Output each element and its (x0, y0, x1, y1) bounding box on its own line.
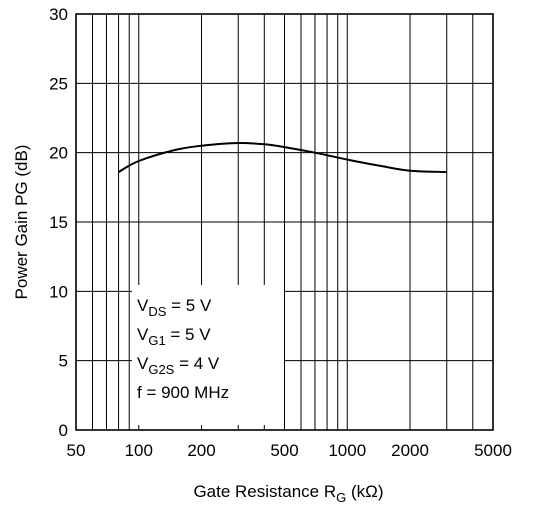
grid (75, 13, 494, 431)
x-axis-label: Gate Resistance RG (kΩ) (193, 482, 383, 505)
condition-rest: = 5 V (166, 325, 212, 344)
x-axis-label-sub: G (336, 490, 346, 505)
y-tick-label: 25 (49, 74, 68, 93)
y-tick-label: 0 (59, 421, 68, 440)
x-tick-label: 500 (270, 441, 298, 460)
condition-line: VDS = 5 V (137, 296, 212, 319)
condition-rest: = 5 V (166, 296, 212, 315)
y-tick-label: 10 (49, 282, 68, 301)
condition-rest: = 4 V (174, 354, 220, 373)
condition-main: V (137, 354, 149, 373)
condition-line: VG1 = 5 V (137, 325, 211, 348)
condition-sub: G2S (148, 362, 174, 377)
x-tick-label: 200 (187, 441, 215, 460)
x-tick-label: 1000 (328, 441, 366, 460)
condition-main: V (137, 296, 149, 315)
x-axis-label-main: Gate Resistance R (193, 482, 336, 501)
y-axis-label: Power Gain PG (dB) (12, 145, 31, 300)
condition-line: f = 900 MHz (137, 383, 229, 402)
x-tick-label: 50 (67, 441, 86, 460)
condition-line: VG2S = 4 V (137, 354, 220, 377)
y-tick-label: 20 (49, 144, 68, 163)
y-tick-label: 30 (49, 5, 68, 24)
x-tick-label: 5000 (474, 441, 512, 460)
condition-sub: G1 (148, 333, 165, 348)
condition-sub: DS (148, 304, 166, 319)
tick-labels: 50 100 200 500 1000 2000 5000 0 5 10 15 20 25 30 (49, 5, 512, 460)
conditions-box (132, 285, 284, 425)
plot-frame (75, 13, 494, 431)
x-axis-label-unit: (kΩ) (346, 482, 383, 501)
x-tick-label: 100 (125, 441, 153, 460)
series-line (118, 141, 447, 174)
condition-main: f = 900 MHz (137, 383, 229, 402)
y-tick-label: 5 (59, 352, 68, 371)
y-tick-label: 15 (49, 213, 68, 232)
condition-main: V (137, 325, 149, 344)
series-layer (118, 141, 447, 174)
x-tick-label: 2000 (391, 441, 429, 460)
